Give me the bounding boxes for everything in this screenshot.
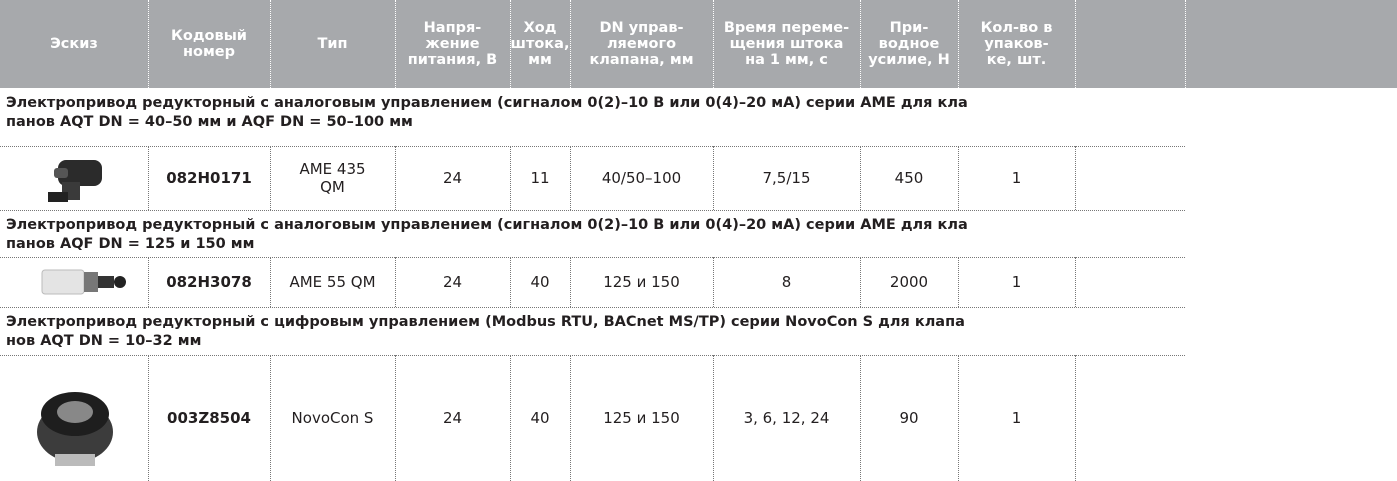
header-separator bbox=[570, 0, 571, 88]
column-separator bbox=[958, 257, 959, 307]
table-cell: 24 bbox=[395, 146, 510, 210]
header-cell: DN управ- ляемого клапана, мм bbox=[570, 0, 713, 88]
column-separator bbox=[860, 146, 861, 210]
column-separator bbox=[1075, 146, 1076, 210]
header-cell: При- водное усилие, Н bbox=[860, 0, 958, 88]
column-separator bbox=[148, 355, 149, 481]
product-image bbox=[40, 266, 130, 298]
column-separator bbox=[860, 355, 861, 481]
column-separator bbox=[148, 146, 149, 210]
product-image bbox=[40, 152, 120, 208]
table-cell: 1 bbox=[958, 355, 1075, 481]
table-cell: 082H3078 bbox=[148, 257, 270, 307]
header-separator bbox=[1075, 0, 1076, 88]
column-separator bbox=[958, 146, 959, 210]
column-separator bbox=[570, 355, 571, 481]
section-title: Электропривод редукторный с аналоговым у… bbox=[6, 94, 1176, 132]
table-cell: 24 bbox=[395, 257, 510, 307]
table-cell: 7,5/15 bbox=[713, 146, 860, 210]
table-cell: 40 bbox=[510, 257, 570, 307]
header-separator bbox=[860, 0, 861, 88]
header-cell: Напря- жение питания, В bbox=[395, 0, 510, 88]
column-separator bbox=[713, 257, 714, 307]
column-separator bbox=[510, 146, 511, 210]
column-separator bbox=[270, 257, 271, 307]
table-cell: 8 bbox=[713, 257, 860, 307]
table-cell: 1 bbox=[958, 257, 1075, 307]
column-separator bbox=[1075, 355, 1076, 481]
column-separator bbox=[395, 355, 396, 481]
header-separator bbox=[148, 0, 149, 88]
table-cell: 125 и 150 bbox=[570, 355, 713, 481]
table-cell: 3, 6, 12, 24 bbox=[713, 355, 860, 481]
header-cell: Ход штока, мм bbox=[510, 0, 570, 88]
column-separator bbox=[713, 146, 714, 210]
table-cell: 11 bbox=[510, 146, 570, 210]
column-separator bbox=[510, 257, 511, 307]
column-separator bbox=[395, 146, 396, 210]
header-separator bbox=[395, 0, 396, 88]
table-cell: 40/50–100 bbox=[570, 146, 713, 210]
column-separator bbox=[395, 257, 396, 307]
table-cell: 1 bbox=[958, 146, 1075, 210]
header-cell: Эскиз bbox=[0, 0, 148, 88]
column-separator bbox=[1075, 257, 1076, 307]
column-separator bbox=[860, 257, 861, 307]
column-separator bbox=[570, 146, 571, 210]
table-cell: 90 bbox=[860, 355, 958, 481]
table-cell: 2000 bbox=[860, 257, 958, 307]
row-divider bbox=[0, 210, 1185, 211]
table-cell: 40 bbox=[510, 355, 570, 481]
table-cell: 24 bbox=[395, 355, 510, 481]
table-cell: 003Z8504 bbox=[148, 355, 270, 481]
header-cell: Кодовый номер bbox=[148, 0, 270, 88]
table-cell: AME 55 QM bbox=[270, 257, 395, 307]
header-separator bbox=[1185, 0, 1186, 88]
header-cell: Тип bbox=[270, 0, 395, 88]
column-separator bbox=[510, 355, 511, 481]
section-title: Электропривод редукторный с аналоговым у… bbox=[6, 216, 1176, 254]
page: ЭскизКодовый номерТипНапря- жение питани… bbox=[0, 0, 1397, 481]
table-cell: AME 435 QM bbox=[270, 146, 395, 210]
column-separator bbox=[148, 257, 149, 307]
header-cell: Кол-во в упаков- ке, шт. bbox=[958, 0, 1075, 88]
row-divider bbox=[0, 307, 1185, 308]
table-cell: NovoCon S bbox=[270, 355, 395, 481]
column-separator bbox=[570, 257, 571, 307]
header-separator bbox=[510, 0, 511, 88]
table-cell: 450 bbox=[860, 146, 958, 210]
header-cell: Время переме- щения штока на 1 мм, с bbox=[713, 0, 860, 88]
column-separator bbox=[958, 355, 959, 481]
section-title: Электропривод редукторный с цифровым упр… bbox=[6, 313, 1176, 351]
product-image bbox=[30, 362, 120, 474]
header-separator bbox=[713, 0, 714, 88]
header-separator bbox=[270, 0, 271, 88]
column-separator bbox=[713, 355, 714, 481]
column-separator bbox=[270, 355, 271, 481]
table-cell: 082H0171 bbox=[148, 146, 270, 210]
table-cell: 125 и 150 bbox=[570, 257, 713, 307]
header-separator bbox=[958, 0, 959, 88]
column-separator bbox=[270, 146, 271, 210]
